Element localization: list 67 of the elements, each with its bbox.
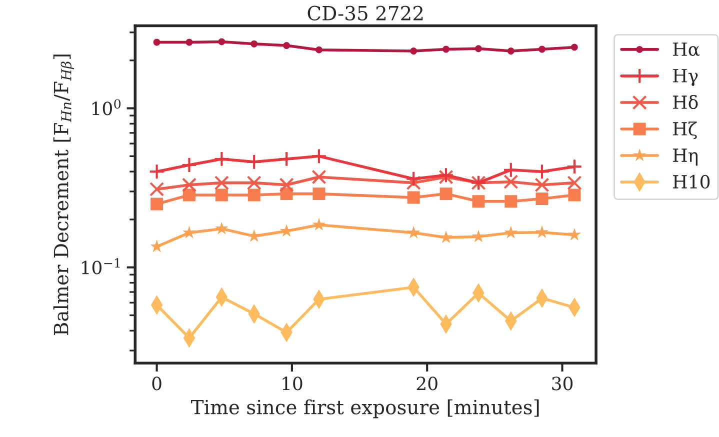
point [150,198,164,210]
point [181,157,198,173]
point [442,46,450,53]
point [504,174,518,190]
point [567,176,582,190]
y-axis-title: Balmer Decrement [F$_{Hn}$/F$_{Hβ}$] [53,54,74,336]
x-tick-label: 0 [152,376,162,390]
point [215,188,228,202]
point [186,38,193,46]
point [538,46,546,53]
point [502,162,519,178]
point [312,170,326,184]
point [440,188,452,200]
point [312,218,326,230]
point [570,44,578,51]
point [148,164,165,180]
point [536,192,548,205]
point [153,38,160,46]
point [279,178,294,192]
legend-label: H10 [673,174,710,189]
point [535,225,549,238]
point [507,48,514,54]
point [406,170,422,187]
point [410,48,418,54]
point [150,182,164,196]
point [150,240,164,252]
point [407,191,420,204]
point [218,38,226,46]
point [283,42,290,49]
point [278,150,295,167]
point [214,150,230,167]
x-tick-label: 20 [416,376,438,390]
legend-label: Hα [673,42,700,56]
point [182,178,197,192]
point [250,40,258,48]
legend-label: Hζ [673,122,697,140]
point [246,176,262,190]
point [504,226,518,238]
x-tick-label: 10 [282,376,302,390]
y-tick-label: 10$^{0}$ [92,99,121,116]
legend-label: Hγ [673,69,698,86]
point [568,188,581,202]
point [182,226,196,238]
x-tick-label: 30 [552,376,573,390]
point [182,188,196,202]
point [214,176,229,190]
y-tick-label: 10$^{−1}$ [82,258,120,274]
point [310,148,327,164]
point [439,230,453,244]
legend-label: Hη [673,148,698,166]
point [248,188,260,202]
point [566,158,582,175]
point [568,228,582,241]
point [215,222,228,234]
point [474,45,482,52]
point [316,46,322,54]
point [406,226,420,238]
chart-title: CD-35 2722 [308,6,423,21]
point [312,188,326,200]
point [472,230,486,242]
point [534,178,550,192]
point [534,164,550,180]
point [472,195,485,208]
x-axis-title: Time since first exposure [minutes] [191,399,539,418]
point [246,154,262,170]
point [504,195,518,208]
legend-label: Hδ [673,94,698,110]
